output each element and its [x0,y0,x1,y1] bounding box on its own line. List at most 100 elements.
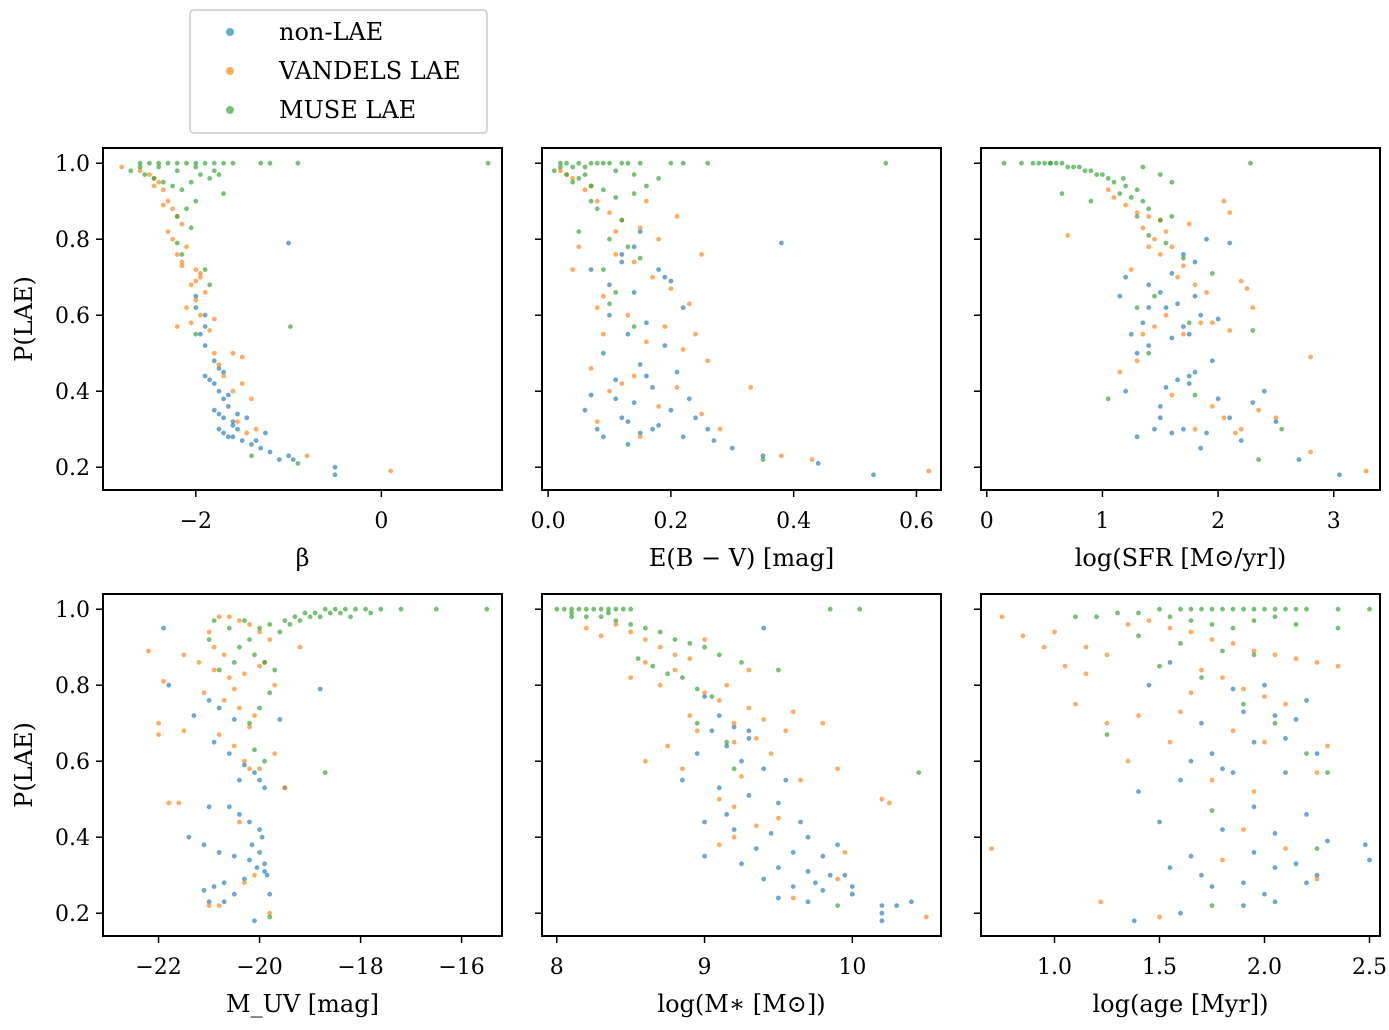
point-muse [687,641,693,646]
point-non_lae [619,415,625,421]
point-vandels [631,373,637,379]
point-non_lae [226,804,232,810]
point-non_lae [206,899,212,905]
point-muse [258,160,264,166]
x-axis-label: log(age [Myr]) [1092,990,1268,1018]
point-muse [1178,641,1183,646]
point-non_lae [242,876,247,882]
point-muse [202,160,208,166]
point-non_lae [709,728,715,734]
point-muse [1293,622,1299,627]
point-muse [363,606,368,612]
point-muse [835,903,840,908]
point-vandels [628,629,634,635]
point-muse [628,606,634,612]
x-tick-label: 0.2 [653,509,688,534]
point-vandels [151,183,157,189]
point-vandels [119,164,124,170]
point-non_lae [1140,320,1146,326]
point-non_lae [225,434,231,440]
point-vandels [1233,430,1238,436]
point-vandels [257,629,262,635]
point-vandels [570,267,576,272]
point-muse [564,160,569,166]
point-muse [128,168,134,174]
point-muse [433,606,439,612]
point-non_lae [252,770,257,775]
point-non_lae [668,407,674,413]
x-tick-label: 0 [374,509,388,534]
point-muse [631,191,637,197]
point-muse [635,656,641,661]
point-muse [631,172,637,178]
point-vandels [1244,286,1250,291]
point-vandels [235,419,240,424]
point-non_lae [790,850,796,855]
x-tick-label: 1 [1095,509,1109,534]
point-non_lae [746,728,752,734]
point-vandels [1181,331,1186,337]
point-vandels [1105,187,1111,193]
point-muse [247,720,252,726]
point-muse [1304,606,1309,612]
point-non_lae [879,903,885,908]
point-muse [1188,606,1194,612]
point-non_lae [739,758,744,764]
point-muse [583,614,589,620]
point-non_lae [1123,388,1128,394]
point-vandels [1308,449,1313,455]
point-muse [322,606,328,612]
point-non_lae [1175,301,1180,307]
point-non_lae [631,400,637,405]
point-vandels [731,804,737,810]
point-vandels [989,846,994,851]
point-muse [1094,614,1099,620]
legend-marker-vandels-lae [226,67,234,75]
point-muse [237,644,242,650]
point-muse [702,644,707,650]
point-muse [561,606,567,612]
point-vandels [643,758,648,764]
x-tick-label: 0.6 [899,509,934,534]
point-muse [1167,614,1173,620]
point-muse [174,160,180,166]
point-vandels [239,354,245,360]
y-tick-label: 0.4 [55,826,90,851]
point-vandels [304,453,310,459]
point-vandels [231,743,237,749]
point-vandels [272,682,278,688]
point-muse [613,606,619,612]
x-tick-label: 2.0 [1247,955,1282,980]
point-vandels [242,671,247,677]
x-tick-label: 3 [1327,509,1341,534]
point-muse [827,606,833,612]
point-non_lae [637,430,643,436]
point-muse [137,164,143,170]
point-muse [257,705,262,711]
point-vandels [161,679,167,684]
point-vandels [662,324,668,329]
point-muse [137,160,143,166]
point-muse [1120,176,1126,181]
point-vandels [193,297,199,303]
point-muse [680,675,685,680]
point-non_lae [716,785,722,791]
x-tick-label: −22 [135,955,181,980]
point-non_lae [252,918,257,924]
point-muse [398,606,404,612]
point-non_lae [262,785,267,791]
point-muse [485,160,491,166]
point-muse [564,172,569,178]
point-vandels [1209,404,1215,409]
point-non_lae [631,244,637,250]
point-vandels [221,698,227,703]
legend-label-muse-lae: MUSE LAE [279,96,416,124]
point-non_lae [729,445,735,451]
point-non_lae [201,888,207,893]
point-muse [282,618,288,623]
point-vandels [179,259,185,265]
point-vandels [926,468,932,474]
point-vandels [1199,667,1204,673]
point-muse [1169,214,1175,219]
point-muse [709,694,715,699]
